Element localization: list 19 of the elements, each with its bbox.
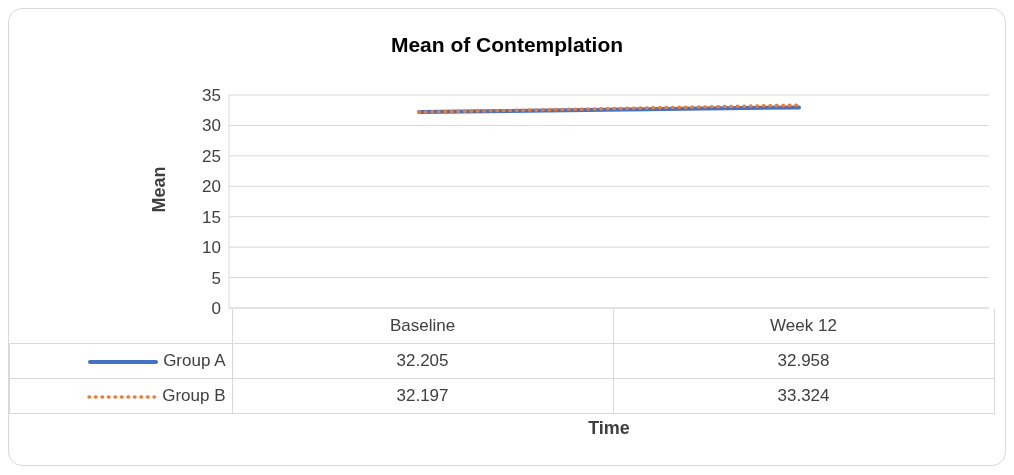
data-label: 32.197 (232, 378, 613, 414)
y-tick-label: 0 (211, 299, 221, 319)
y-tick-label: 30 (202, 116, 221, 136)
y-tick-label: 35 (202, 86, 221, 106)
legend-label: Group A (9, 343, 232, 379)
x-tick-label: Week 12 (613, 309, 994, 344)
chart-title: Mean of Contemplation (389, 32, 625, 58)
y-tick-label: 5 (211, 268, 221, 288)
y-tick-label: 20 (202, 177, 221, 197)
data-label: 32.205 (232, 343, 613, 379)
y-tick-label: 10 (202, 238, 221, 258)
data-label: 32.958 (613, 343, 994, 379)
y-tick-label: 25 (202, 146, 221, 166)
y-axis-title: Mean (148, 165, 170, 213)
x-tick-label: Baseline (232, 309, 613, 344)
y-tick-label: 15 (202, 207, 221, 227)
legend-label: Group B (9, 378, 232, 414)
x-axis-title: Time (587, 418, 631, 439)
data-label: 33.324 (613, 378, 994, 414)
